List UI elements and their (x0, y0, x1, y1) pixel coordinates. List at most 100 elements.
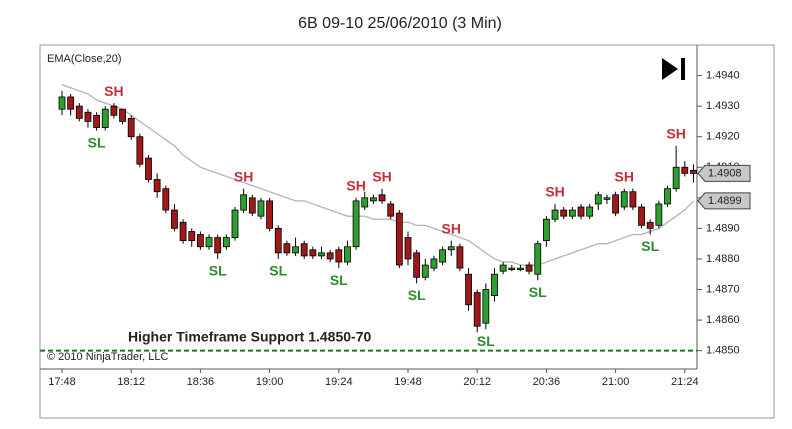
candle-body (508, 267, 516, 271)
candle-body (655, 203, 663, 226)
candle-body (283, 243, 291, 254)
candle-body (603, 197, 611, 200)
copyright: © 2010 NinjaTrader, LLC (47, 351, 168, 363)
candle-body (309, 249, 317, 257)
candle-body (690, 169, 697, 174)
swing-label: SH (104, 83, 123, 99)
x-tick-label: 21:24 (671, 376, 699, 388)
candle-body (404, 237, 412, 260)
swing-label: SH (666, 126, 685, 142)
candle-body (127, 117, 135, 138)
candle-body (214, 237, 222, 254)
swing-label: SL (408, 287, 426, 303)
swing-label: SH (346, 178, 365, 194)
candle-body (517, 267, 524, 271)
x-tick-label: 20:12 (463, 376, 491, 388)
candle-body (84, 111, 92, 122)
candle-body (179, 221, 187, 242)
candle-body (196, 234, 204, 248)
candle-body (257, 200, 265, 217)
price-marker (697, 164, 751, 182)
chart-title: 6B 09-10 25/06/2010 (3 Min) (298, 15, 502, 32)
candle-body (421, 264, 429, 278)
candle-body (361, 197, 369, 208)
candle-body (119, 108, 126, 122)
y-tick-label: 1.4850 (706, 345, 740, 357)
price-marker-label: 1.4899 (708, 195, 742, 207)
candle-body (413, 252, 421, 278)
y-tick-label: 1.4870 (706, 283, 740, 295)
candle-body (231, 209, 239, 238)
candle-body (551, 209, 559, 220)
x-tick-label: 18:36 (187, 376, 215, 388)
candle-body (101, 108, 109, 128)
candle-body (378, 194, 386, 202)
x-tick-label: 18:12 (117, 376, 145, 388)
candle-body (67, 96, 75, 110)
candle-body (145, 157, 152, 180)
candle-body (534, 243, 542, 275)
candle-body (447, 246, 455, 251)
y-tick-label: 1.4880 (706, 253, 740, 265)
play-end-icon[interactable] (662, 58, 685, 80)
x-tick-label: 19:24 (325, 376, 353, 388)
swing-label: SH (234, 168, 253, 184)
indicator-label: EMA(Close,20) (47, 53, 122, 65)
candle-body (75, 105, 83, 119)
candle-body (248, 197, 256, 214)
candle-body (369, 197, 377, 202)
candle-body (439, 249, 447, 263)
candle-body (274, 227, 282, 254)
candle-body (482, 289, 490, 324)
candle-body (456, 246, 464, 269)
price-marker (697, 192, 751, 210)
candle-body (136, 136, 144, 165)
candle-body (629, 191, 637, 208)
candle-body (672, 166, 680, 190)
swing-label: SL (269, 263, 287, 279)
candle-body (560, 209, 568, 217)
x-tick-label: 19:00 (256, 376, 284, 388)
candle-body (612, 194, 619, 214)
candle-body (171, 209, 178, 229)
candle-body (292, 246, 299, 254)
x-tick-label: 20:36 (533, 376, 561, 388)
swing-label: SL (477, 333, 495, 349)
swing-label: SL (529, 284, 547, 300)
swing-label: SL (641, 238, 659, 254)
candle-body (681, 166, 689, 174)
swing-label: SH (545, 184, 564, 200)
x-tick-label: 17:48 (48, 376, 76, 388)
candle-body (240, 194, 248, 211)
candle-body (594, 194, 602, 205)
candle-body (318, 252, 325, 257)
candle-body (638, 206, 645, 226)
candle-body (387, 203, 395, 217)
candle-body (266, 200, 274, 229)
candle-body (499, 264, 507, 272)
candle-body (110, 105, 118, 116)
y-tick-label: 1.4940 (706, 69, 740, 81)
candle-body (205, 237, 213, 248)
swing-label: SH (442, 220, 461, 236)
candle-body (352, 200, 360, 248)
swing-label: SL (88, 134, 106, 150)
candle-body (222, 237, 230, 248)
candle-body (162, 188, 170, 211)
candle-body (395, 212, 403, 266)
ema-line (61, 84, 694, 266)
candle-body (430, 258, 438, 269)
candle-body (473, 292, 481, 327)
candle-body (344, 246, 351, 263)
swing-label: SH (615, 168, 634, 184)
candle-body (58, 96, 66, 110)
candle-body (577, 206, 585, 217)
candle-body (525, 264, 533, 272)
candle-body (188, 231, 196, 242)
swing-label: SL (330, 272, 348, 288)
candle-body (491, 273, 498, 297)
y-tick-label: 1.4860 (706, 314, 740, 326)
x-tick-label: 19:48 (394, 376, 422, 388)
candle-body (153, 179, 161, 193)
